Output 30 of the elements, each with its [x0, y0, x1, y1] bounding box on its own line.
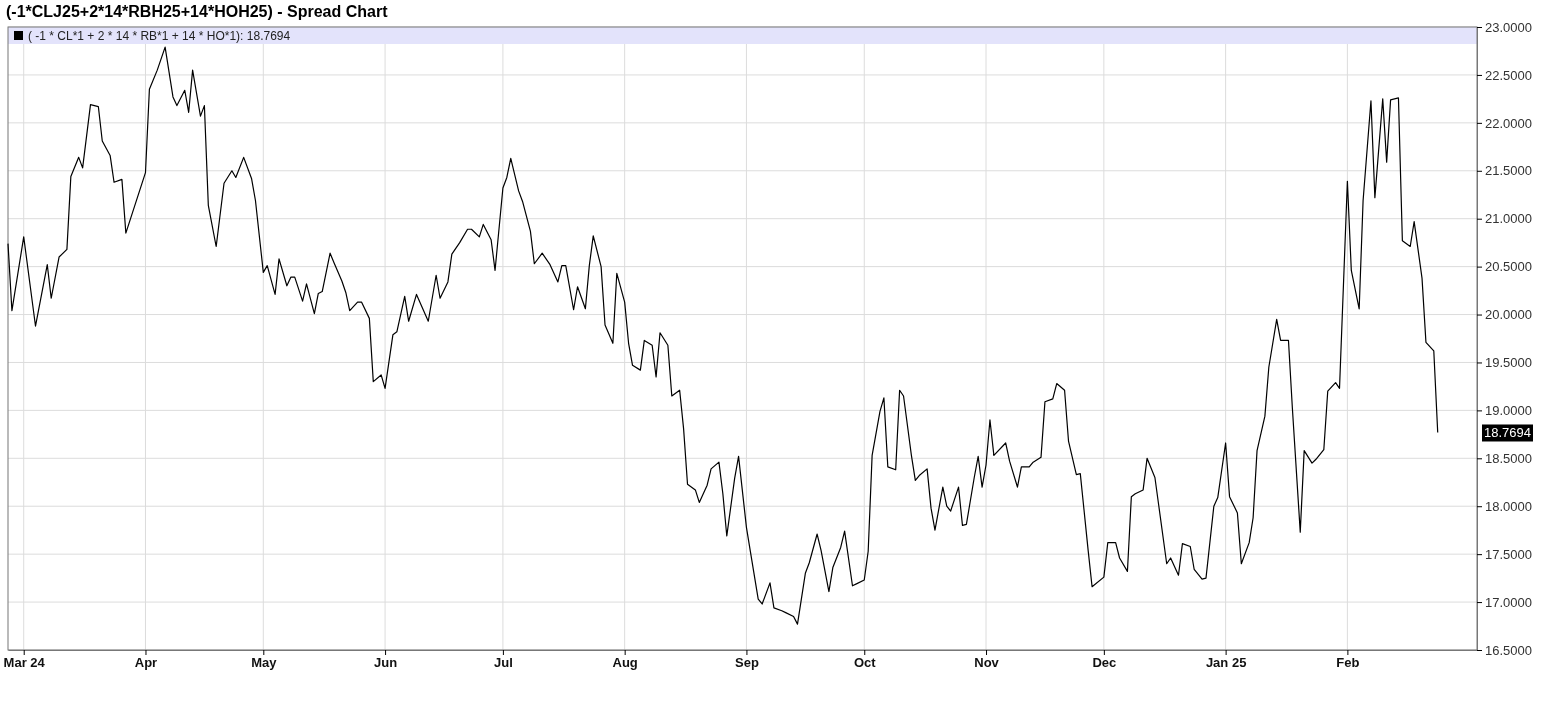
y-tick-label: 20.0000 [1485, 307, 1532, 323]
line-series [7, 46, 1439, 625]
y-tick-label: 20.5000 [1485, 259, 1532, 275]
x-tick-label: Jan 25 [1205, 655, 1247, 671]
y-tick-label: 19.0000 [1485, 403, 1532, 419]
x-tick-label: May [251, 655, 278, 671]
y-tick-label: 23.0000 [1485, 19, 1532, 35]
y-tick-label: 18.0000 [1485, 498, 1532, 514]
y-tick-label: 16.5000 [1485, 642, 1532, 658]
x-tick-label: Aug [612, 655, 638, 671]
chart-title: (-1*CLJ25+2*14*RBH25+14*HOH25) - Spread Chart [6, 3, 389, 20]
x-tick-label: Dec [1092, 655, 1117, 671]
y-tick-label: 19.5000 [1485, 355, 1532, 371]
y-tick-label: 17.5000 [1485, 546, 1532, 562]
y-tick-label: 17.0000 [1485, 594, 1532, 610]
x-tick-label: Apr [134, 655, 158, 671]
y-tick-label: 22.5000 [1485, 67, 1532, 83]
y-tick-label: 22.0000 [1485, 115, 1532, 131]
x-tick-label: Mar 24 [3, 655, 46, 671]
y-tick-label: 21.0000 [1485, 211, 1532, 227]
text: 18.7694 [1484, 425, 1531, 441]
x-tick-label: Feb [1336, 655, 1360, 671]
x-tick-label: Jun [374, 655, 398, 671]
x-tick-label: Jul [494, 655, 513, 671]
y-tick-label: 18.5000 [1485, 450, 1532, 466]
x-tick-label: Nov [974, 655, 1000, 671]
y-tick-label: 21.5000 [1485, 163, 1532, 179]
x-tick-label: Sep [735, 655, 759, 671]
x-tick-label: Oct [853, 655, 877, 671]
legend-label: ( -1 * CL*1 + 2 * 14 * RB*1 + 14 * HO*1): 18.7694 [28, 29, 291, 43]
